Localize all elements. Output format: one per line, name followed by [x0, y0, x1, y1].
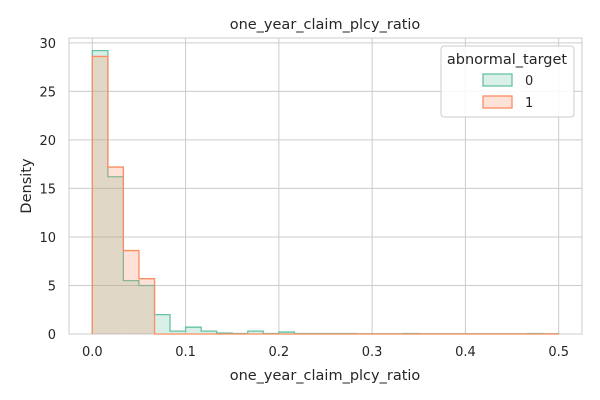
x-tick-label: 0.1 — [175, 345, 196, 360]
y-tick-label: 20 — [39, 134, 56, 149]
histogram-bar — [92, 56, 108, 335]
histogram-bar — [92, 50, 108, 334]
legend-label-0: 0 — [525, 74, 533, 89]
legend-swatch-1 — [482, 95, 513, 109]
histogram-bar — [138, 278, 155, 334]
legend-label-1: 1 — [525, 96, 533, 111]
histogram-bar — [185, 327, 202, 334]
legend: abnormal_target 0 1 — [440, 45, 575, 118]
x-tick-label: 0.5 — [548, 345, 569, 360]
histogram-bar — [201, 331, 217, 334]
x-tick-label: 0.2 — [269, 345, 290, 360]
histogram-bar — [138, 285, 155, 334]
legend-frame — [440, 45, 575, 118]
x-axis-title: one_year_claim_plcy_ratio — [230, 368, 421, 384]
histogram-bar — [170, 331, 186, 334]
y-tick-label: 10 — [39, 231, 56, 246]
y-tick-labels: 0 5 10 15 20 25 30 — [39, 37, 56, 343]
histogram-bar — [123, 250, 139, 334]
series-1-outline — [91, 55, 559, 335]
histogram-bar — [107, 167, 124, 334]
histogram-bar — [154, 314, 171, 334]
chart-title: one_year_claim_plcy_ratio — [230, 17, 421, 33]
x-tick-labels: 0.0 0.1 0.2 0.3 0.4 0.5 — [82, 345, 569, 360]
y-tick-label: 0 — [48, 328, 56, 343]
x-tick-label: 0.3 — [362, 345, 383, 360]
histogram-bar — [247, 331, 264, 334]
legend-swatch-0 — [482, 73, 513, 87]
histogram-bar — [278, 332, 295, 334]
y-axis-title: Density — [19, 158, 35, 214]
y-tick-label: 25 — [39, 85, 56, 100]
histogram-bar — [107, 176, 124, 334]
y-tick-label: 30 — [39, 37, 56, 52]
x-tick-label: 0.0 — [82, 345, 103, 360]
series-1-bars — [91, 55, 559, 335]
y-tick-label: 5 — [48, 279, 56, 294]
histogram-bars — [91, 49, 560, 335]
legend-title: abnormal_target — [447, 52, 568, 68]
histogram-bar — [123, 280, 139, 334]
y-tick-label: 15 — [39, 182, 56, 197]
x-tick-label: 0.4 — [455, 345, 476, 360]
